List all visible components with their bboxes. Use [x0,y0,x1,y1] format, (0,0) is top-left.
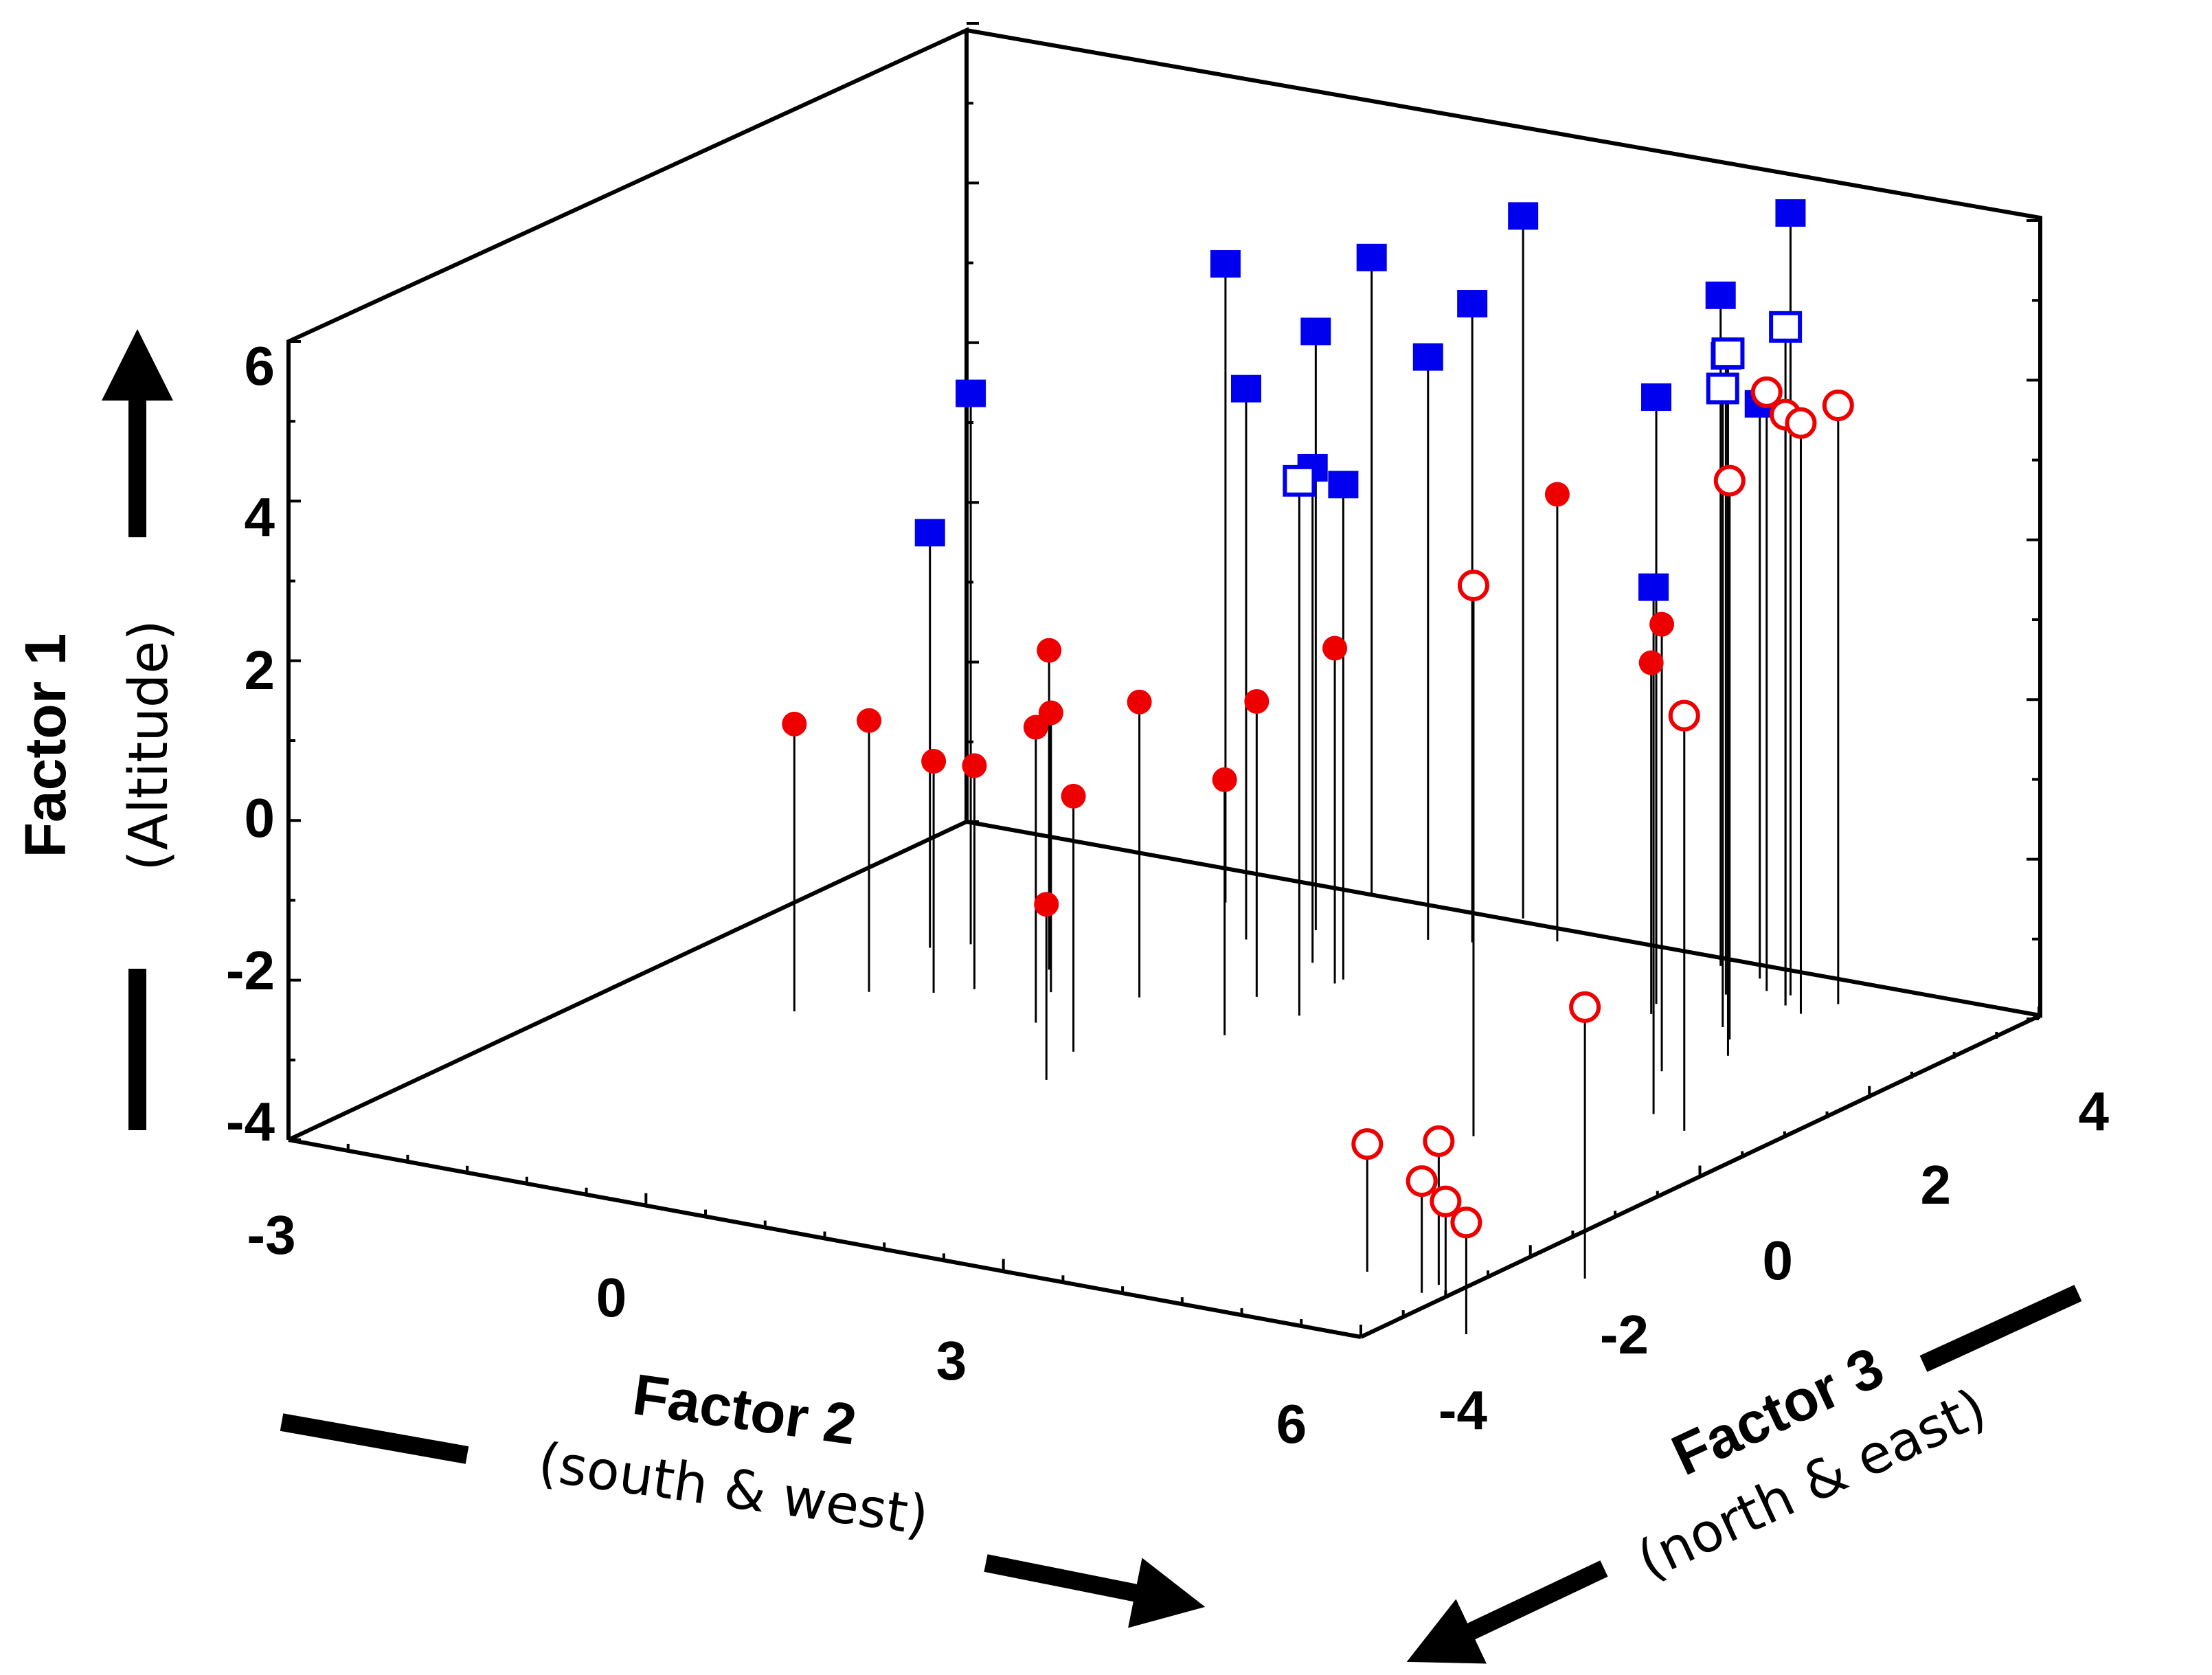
back-left-wall [286,27,969,1140]
circle-filled-marker [1638,650,1664,675]
factor1-subtitle: (Altitude) [118,620,180,871]
circle-filled-marker [1127,689,1152,715]
factor3-down-left-arrow [1406,1560,1608,1664]
circle-filled-marker [1061,783,1086,809]
square-filled-marker [1641,383,1672,412]
square-filled-marker [956,379,986,407]
circle-open-marker [1822,390,1854,422]
circle-open-marker [1569,991,1601,1023]
x-tick-label: 0 [596,1267,627,1328]
circle-filled-marker [782,711,807,737]
square-filled-marker [1775,199,1806,227]
circle-filled-marker [857,708,882,733]
square-open-marker [1283,464,1316,497]
circle-open-marker [1713,464,1746,497]
tick-marks [287,22,2040,1337]
square-filled-marker [1457,290,1488,318]
factor3-axis-title: Factor 3 (north & east) [1628,1334,1995,1592]
factor2-right-arrow [984,1554,1206,1628]
circle-filled-marker [1023,715,1048,740]
x-tick-label: 6 [1276,1393,1307,1454]
circle-filled-marker [1244,688,1269,714]
circle-open-marker [1668,699,1700,732]
circle-filled-marker [921,748,947,774]
factor1-title: Factor 1 [13,633,78,858]
y-tick-label: -2 [1600,1304,1649,1365]
x-tick-label: 3 [936,1330,967,1391]
circle-open-marker [1351,1128,1384,1160]
square-open-marker [1706,372,1739,405]
square-filled-marker [1705,281,1736,309]
z-tick-label: -4 [226,1091,275,1152]
z-tick-label: 4 [245,486,275,548]
y-tick-label: 4 [2079,1081,2110,1142]
circle-filled-marker [1649,611,1675,637]
square-filled-marker [1638,573,1669,601]
factor2-axis-title: Factor 2 (south & west) [534,1362,932,1548]
square-filled-marker [1230,374,1261,403]
z-tick-label: 2 [245,640,275,701]
z-tick-label: -2 [226,940,275,1001]
y-tick-label: -4 [1438,1380,1488,1441]
circle-open-marker [1450,1206,1482,1239]
square-filled-marker [1300,317,1331,346]
circle-filled-marker [1037,638,1062,663]
factor2-title: Factor 2 [629,1362,861,1457]
circle-filled-marker [1212,767,1237,792]
y-tick-label: 0 [1763,1230,1794,1291]
data-markers [782,199,1854,1239]
square-filled-marker [1210,250,1241,278]
back-right-wall [966,28,2042,1018]
square-filled-marker [914,519,945,547]
y-tick-label: 2 [1921,1154,1952,1215]
circle-open-marker [1457,570,1489,602]
circle-filled-marker [1544,482,1570,507]
circle-open-marker [1785,407,1817,439]
square-open-marker [1711,337,1745,370]
circle-open-marker [1423,1125,1455,1158]
x-tick-label: -3 [247,1204,295,1266]
z-tick-label: 0 [245,787,275,848]
floor-back-edge-x [287,820,968,1142]
square-open-marker [1769,311,1803,343]
factor1-tick-labels: 6 4 2 0 -2 -4 [226,335,275,1152]
factor2-tick-labels: -3 0 3 6 [247,1204,1307,1454]
square-filled-marker [1412,343,1443,371]
circle-filled-marker [962,753,987,778]
stem-lines [793,212,1840,1334]
factor2-subtitle: (south & west) [534,1432,932,1548]
factor2-dash [280,1413,469,1464]
square-filled-marker [1356,243,1387,271]
circle-open-marker [1406,1165,1438,1198]
circle-filled-marker [1034,892,1059,917]
circle-filled-marker [1322,636,1348,661]
circle-open-marker [1430,1185,1462,1217]
factor1-axis-title: Factor 1 (Altitude) [13,620,180,871]
square-filled-marker [1328,471,1359,499]
factor3-tick-labels: -4 -2 0 2 4 [1438,1081,2110,1441]
circle-open-marker [1750,376,1783,408]
factor3-dash [1919,1285,2082,1372]
z-tick-label: 6 [245,335,275,396]
square-filled-marker [1508,202,1539,230]
